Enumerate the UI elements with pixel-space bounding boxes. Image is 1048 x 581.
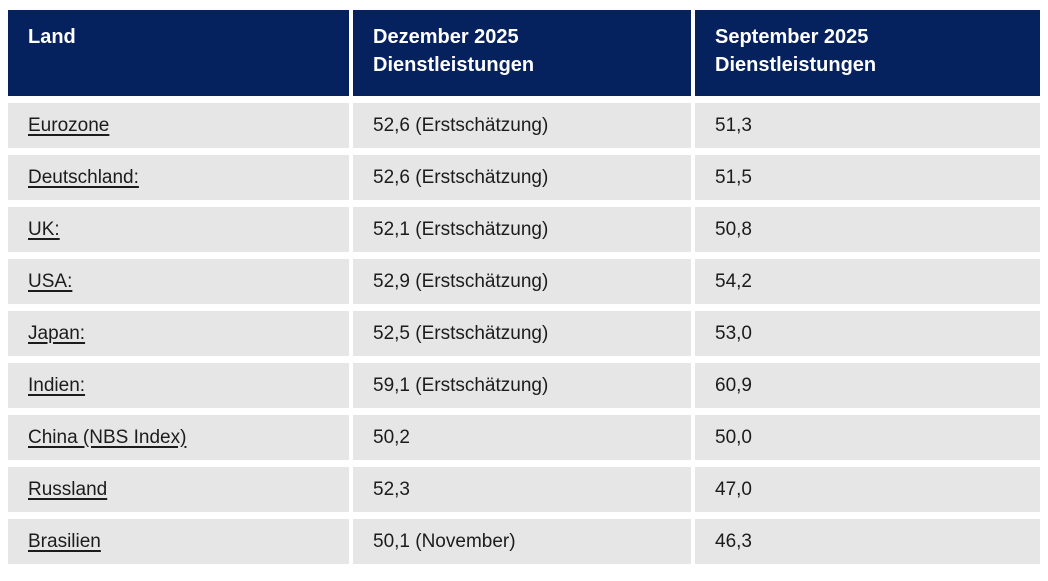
september-value-cell: 50,0 bbox=[695, 415, 1040, 460]
land-cell: Indien: bbox=[8, 363, 349, 408]
table-row: USA: 52,9 (Erstschätzung) 54,2 bbox=[8, 259, 1040, 304]
column-header-land-label: Land bbox=[28, 26, 76, 48]
column-header-september: September 2025 Dienstleistungen bbox=[695, 10, 1040, 96]
table-header: Land Dezember 2025 Dienstleistungen Sept… bbox=[8, 10, 1040, 96]
country-link[interactable]: Deutschland: bbox=[28, 166, 139, 188]
country-link[interactable]: Russland bbox=[28, 478, 108, 500]
country-link[interactable]: China (NBS Index) bbox=[28, 426, 187, 448]
column-header-september-label: September 2025 Dienstleistungen bbox=[715, 26, 877, 76]
table-row: Eurozone 52,6 (Erstschätzung) 51,3 bbox=[8, 103, 1040, 148]
september-value-cell: 51,5 bbox=[695, 155, 1040, 200]
land-cell: Brasilien bbox=[8, 519, 349, 564]
country-link[interactable]: Brasilien bbox=[28, 530, 101, 552]
dezember-value-cell: 52,5 (Erstschätzung) bbox=[353, 311, 691, 356]
country-link[interactable]: USA: bbox=[28, 270, 73, 292]
table-row: Russland 52,3 47,0 bbox=[8, 467, 1040, 512]
land-cell: USA: bbox=[8, 259, 349, 304]
land-cell: China (NBS Index) bbox=[8, 415, 349, 460]
dezember-value-cell: 52,3 bbox=[353, 467, 691, 512]
dezember-value-cell: 52,9 (Erstschätzung) bbox=[353, 259, 691, 304]
land-cell: Deutschland: bbox=[8, 155, 349, 200]
table-row: Indien: 59,1 (Erstschätzung) 60,9 bbox=[8, 363, 1040, 408]
september-value-cell: 60,9 bbox=[695, 363, 1040, 408]
column-header-dezember-label: Dezember 2025 Dienstleistungen bbox=[373, 26, 535, 76]
country-link[interactable]: Indien: bbox=[28, 374, 86, 396]
dezember-value-cell: 50,2 bbox=[353, 415, 691, 460]
land-cell: Russland bbox=[8, 467, 349, 512]
dezember-value-cell: 52,1 (Erstschätzung) bbox=[353, 207, 691, 252]
column-header-land: Land bbox=[8, 10, 349, 96]
dezember-value-cell: 50,1 (November) bbox=[353, 519, 691, 564]
table-row: China (NBS Index) 50,2 50,0 bbox=[8, 415, 1040, 460]
column-header-dezember: Dezember 2025 Dienstleistungen bbox=[353, 10, 691, 96]
pmi-services-table: Land Dezember 2025 Dienstleistungen Sept… bbox=[4, 3, 1044, 571]
country-link[interactable]: Eurozone bbox=[28, 114, 110, 136]
dezember-value-cell: 52,6 (Erstschätzung) bbox=[353, 155, 691, 200]
september-value-cell: 46,3 bbox=[695, 519, 1040, 564]
dezember-value-cell: 52,6 (Erstschätzung) bbox=[353, 103, 691, 148]
header-row: Land Dezember 2025 Dienstleistungen Sept… bbox=[8, 10, 1040, 96]
september-value-cell: 50,8 bbox=[695, 207, 1040, 252]
table-row: Brasilien 50,1 (November) 46,3 bbox=[8, 519, 1040, 564]
september-value-cell: 51,3 bbox=[695, 103, 1040, 148]
table-row: UK: 52,1 (Erstschätzung) 50,8 bbox=[8, 207, 1040, 252]
table-row: Japan: 52,5 (Erstschätzung) 53,0 bbox=[8, 311, 1040, 356]
land-cell: Eurozone bbox=[8, 103, 349, 148]
dezember-value-cell: 59,1 (Erstschätzung) bbox=[353, 363, 691, 408]
september-value-cell: 53,0 bbox=[695, 311, 1040, 356]
country-link[interactable]: UK: bbox=[28, 218, 60, 240]
september-value-cell: 54,2 bbox=[695, 259, 1040, 304]
table-body: Eurozone 52,6 (Erstschätzung) 51,3 Deuts… bbox=[8, 103, 1040, 564]
country-link[interactable]: Japan: bbox=[28, 322, 86, 344]
land-cell: Japan: bbox=[8, 311, 349, 356]
september-value-cell: 47,0 bbox=[695, 467, 1040, 512]
land-cell: UK: bbox=[8, 207, 349, 252]
table-row: Deutschland: 52,6 (Erstschätzung) 51,5 bbox=[8, 155, 1040, 200]
